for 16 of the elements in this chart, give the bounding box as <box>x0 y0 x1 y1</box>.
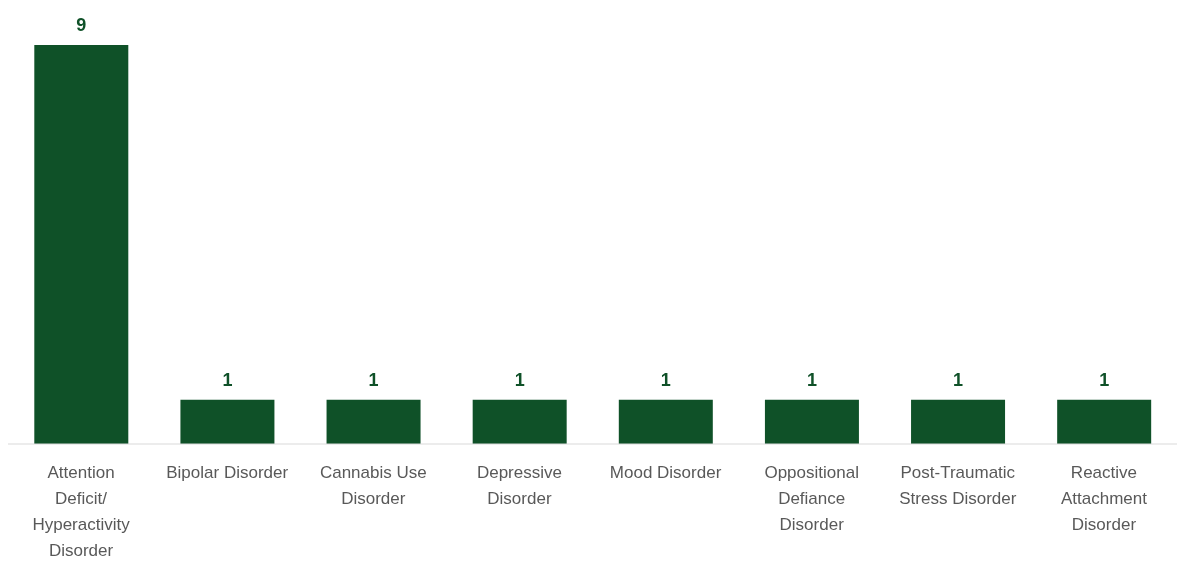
x-tick-label: Post-Traumatic Stress Disorder <box>899 463 1017 508</box>
x-tick-label: Cannabis Use Disorder <box>319 463 427 508</box>
x-tick-label: Oppositional Defiance Disorder <box>764 463 859 534</box>
data-label: 1 <box>514 369 525 390</box>
data-label: 1 <box>953 369 964 390</box>
x-tick-label: Depressive Disorder <box>476 463 562 508</box>
x-tick-label: Reactive Attachment Disorder <box>1060 463 1148 534</box>
data-label: 1 <box>222 369 233 390</box>
data-label: 1 <box>806 369 817 390</box>
x-tick-label: Bipolar Disorder <box>166 463 289 482</box>
data-label: 1 <box>1099 369 1110 390</box>
data-label: 1 <box>660 369 671 390</box>
data-label: 1 <box>368 369 379 390</box>
x-tick-label: Mood Disorder <box>609 463 722 482</box>
x-tick-label: Attention Deficit/Hyperactivity Disorder <box>32 463 131 560</box>
data-label: 9 <box>76 15 87 35</box>
